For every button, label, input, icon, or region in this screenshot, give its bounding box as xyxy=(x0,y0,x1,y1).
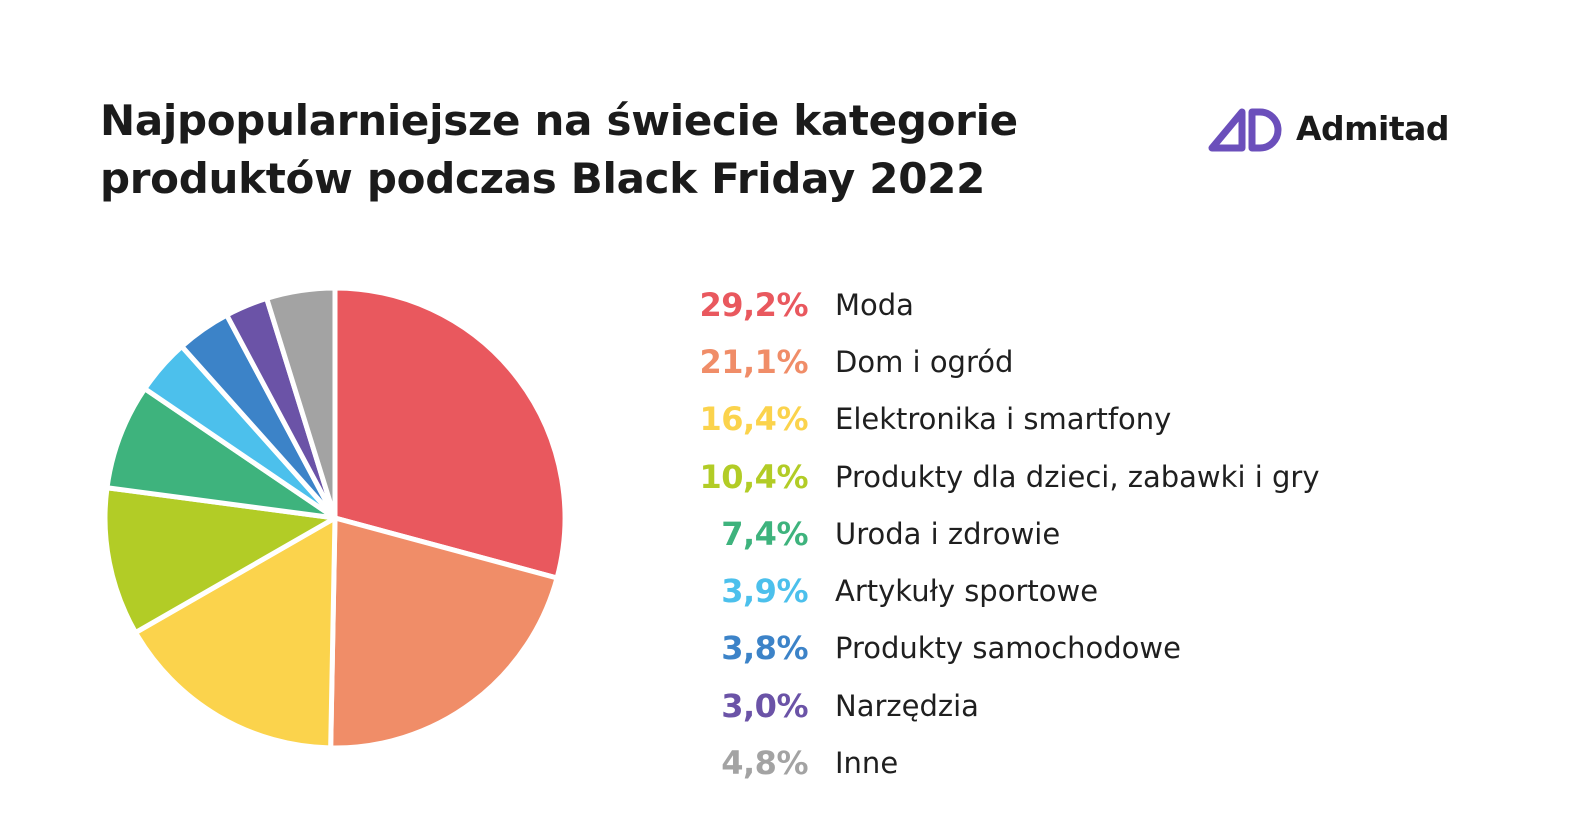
legend-label: Inne xyxy=(835,746,899,781)
legend-label: Uroda i zdrowie xyxy=(835,516,1061,551)
legend-value: 29,2% xyxy=(699,285,808,324)
legend-item: 4,8% Inne xyxy=(680,734,1440,791)
legend-label: Dom i ogród xyxy=(835,344,1014,379)
legend-value: 3,8% xyxy=(721,629,808,668)
legend-item: 3,8% Produkty samochodowe xyxy=(680,620,1440,677)
legend-value: 3,9% xyxy=(721,572,808,611)
pie-chart xyxy=(102,285,568,751)
chart-title-line-1: Najpopularniejsze na świecie kategorie xyxy=(100,96,1018,145)
chart-title: Najpopularniejsze na świecie kategorie p… xyxy=(100,92,1140,208)
legend-value: 7,4% xyxy=(721,514,808,553)
admitad-logo: Admitad xyxy=(1208,100,1450,156)
pie-slice-9 xyxy=(264,285,338,521)
pie-slice-4 xyxy=(102,485,338,636)
legend-label: Artykuły sportowe xyxy=(835,574,1099,609)
legend-value: 16,4% xyxy=(699,400,808,439)
legend-item: 3,9% Artykuły sportowe xyxy=(680,562,1440,619)
legend-item: 21,1% Dom i ogród xyxy=(680,333,1440,390)
legend-label: Moda xyxy=(835,287,914,322)
chart-title-line-2: produktów podczas Black Friday 2022 xyxy=(100,154,985,203)
admitad-logo-icon xyxy=(1208,108,1282,152)
legend-item: 7,4% Uroda i zdrowie xyxy=(680,505,1440,562)
legend-label: Produkty dla dzieci, zabawki i gry xyxy=(835,459,1320,494)
pie-slice-1 xyxy=(332,285,568,581)
pie-slice-2 xyxy=(328,515,560,751)
legend-item: 16,4% Elektronika i smartfony xyxy=(680,391,1440,448)
legend-value: 3,0% xyxy=(721,686,808,725)
legend-label: Narzędzia xyxy=(835,688,979,723)
legend-item: 29,2% Moda xyxy=(680,276,1440,333)
legend-item: 3,0% Narzędzia xyxy=(680,677,1440,734)
legend-label: Elektronika i smartfony xyxy=(835,402,1172,437)
logo-text: Admitad xyxy=(1296,108,1450,148)
legend-value: 10,4% xyxy=(699,457,808,496)
legend-value: 4,8% xyxy=(721,744,808,783)
legend-label: Produkty samochodowe xyxy=(835,631,1181,666)
chart-legend: 29,2% Moda 21,1% Dom i ogród 16,4% Elektronik… xyxy=(680,276,1440,792)
legend-value: 21,1% xyxy=(699,342,808,381)
pie-slice-3 xyxy=(133,515,338,751)
legend-item: 10,4% Produkty dla dzieci, zabawki i gry xyxy=(680,448,1440,505)
